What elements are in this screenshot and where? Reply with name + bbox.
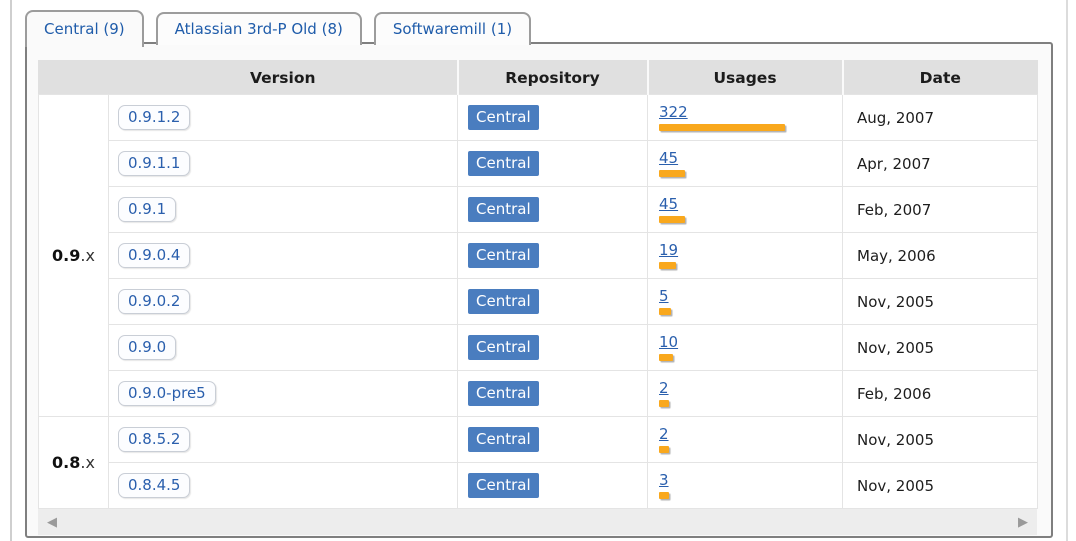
group-label-suffix: .x xyxy=(80,246,95,265)
tab-central[interactable]: Central (9) xyxy=(25,10,144,47)
repository-badge[interactable]: Central xyxy=(468,289,539,314)
usage-bar xyxy=(659,169,685,177)
scroll-right-icon[interactable]: ▶ xyxy=(1018,514,1028,530)
usages-link[interactable]: 5 xyxy=(659,287,669,306)
table-row: 0.9.0 Central 10 Nov, 2005 xyxy=(39,324,1038,371)
column-header-version: Version xyxy=(38,60,458,95)
table-row: 0.9.1 Central 45 Feb, 2007 xyxy=(39,186,1038,233)
repository-badge[interactable]: Central xyxy=(468,151,539,176)
tab-softwaremill[interactable]: Softwaremill (1) xyxy=(373,12,532,45)
usages-link[interactable]: 45 xyxy=(659,195,679,214)
date-cell: Feb, 2007 xyxy=(842,186,1038,233)
date-cell: Nov, 2005 xyxy=(842,416,1038,463)
usage-bar xyxy=(659,399,669,407)
repository-badge[interactable]: Central xyxy=(468,473,539,498)
repository-badge[interactable]: Central xyxy=(468,381,539,406)
table-row: 0.8.x 0.8.5.2 Central 2 Nov, 2005 xyxy=(38,416,1038,509)
tab-panel: Version Repository Usages Date 0.9.x 0.9… xyxy=(25,42,1053,538)
version-button[interactable]: 0.9.1 xyxy=(118,197,177,222)
usage-bar xyxy=(659,491,669,499)
usage-bar xyxy=(659,307,671,315)
header-row: Version Repository Usages Date xyxy=(38,60,1038,95)
repository-badge[interactable]: Central xyxy=(468,427,539,452)
table-row: 0.8.4.5 Central 3 Nov, 2005 xyxy=(39,462,1038,509)
versions-table: Version Repository Usages Date 0.9.x 0.9… xyxy=(38,60,1038,509)
version-button[interactable]: 0.9.1.2 xyxy=(118,105,191,130)
version-button[interactable]: 0.9.0 xyxy=(118,335,177,360)
group-label-0-9-x: 0.9.x xyxy=(38,94,109,417)
version-button[interactable]: 0.9.0.2 xyxy=(118,289,191,314)
usage-bar xyxy=(659,123,785,131)
right-edge-divider xyxy=(1066,0,1068,541)
table-row: 0.9.0.2 Central 5 Nov, 2005 xyxy=(39,278,1038,325)
group-label-major: 0.8 xyxy=(52,453,81,472)
usage-bar xyxy=(659,445,669,453)
usages-link[interactable]: 2 xyxy=(659,379,669,398)
usages-link[interactable]: 2 xyxy=(659,425,669,444)
version-button[interactable]: 0.8.4.5 xyxy=(118,473,191,498)
usage-bar xyxy=(659,215,685,223)
column-header-usages: Usages xyxy=(646,60,843,95)
repository-badge[interactable]: Central xyxy=(468,335,539,360)
usage-bar xyxy=(659,261,676,269)
horizontal-scrollbar[interactable]: ◀ ▶ xyxy=(38,509,1037,535)
repository-tabs: Central (9) Atlassian 3rd-P Old (8) Soft… xyxy=(25,10,532,47)
date-cell: Nov, 2005 xyxy=(842,324,1038,371)
date-cell: Apr, 2007 xyxy=(842,140,1038,187)
version-button[interactable]: 0.9.1.1 xyxy=(118,151,191,176)
table-row: 0.9.x 0.9.1.2 Central 322 Aug, 2007 xyxy=(38,94,1038,417)
group-label-0-8-x: 0.8.x xyxy=(38,416,109,509)
version-button[interactable]: 0.9.0.4 xyxy=(118,243,191,268)
column-header-repository: Repository xyxy=(456,60,648,95)
left-edge-divider xyxy=(10,0,12,541)
date-cell: Nov, 2005 xyxy=(842,462,1038,509)
usages-link[interactable]: 10 xyxy=(659,333,679,352)
group-label-suffix: .x xyxy=(80,453,95,472)
usage-bar xyxy=(659,353,673,361)
table-row: 0.9.1.1 Central 45 Apr, 2007 xyxy=(39,140,1038,187)
repository-badge[interactable]: Central xyxy=(468,105,539,130)
scroll-left-icon[interactable]: ◀ xyxy=(47,514,57,530)
repository-badge[interactable]: Central xyxy=(468,197,539,222)
column-header-date: Date xyxy=(841,60,1038,95)
date-cell: Nov, 2005 xyxy=(842,278,1038,325)
tab-atlassian-3rd-p-old[interactable]: Atlassian 3rd-P Old (8) xyxy=(155,12,362,45)
date-cell: Feb, 2006 xyxy=(842,370,1038,417)
version-button[interactable]: 0.8.5.2 xyxy=(118,427,191,452)
date-cell: Aug, 2007 xyxy=(842,94,1038,141)
date-cell: May, 2006 xyxy=(842,232,1038,279)
usages-link[interactable]: 45 xyxy=(659,149,679,168)
version-button[interactable]: 0.9.0-pre5 xyxy=(118,381,216,406)
usages-link[interactable]: 3 xyxy=(659,471,669,490)
usages-link[interactable]: 19 xyxy=(659,241,679,260)
usages-link[interactable]: 322 xyxy=(659,103,688,122)
group-label-major: 0.9 xyxy=(52,246,81,265)
table-row: 0.9.0.4 Central 19 May, 2006 xyxy=(39,232,1038,279)
repository-badge[interactable]: Central xyxy=(468,243,539,268)
table-row: 0.9.0-pre5 Central 2 Feb, 2006 xyxy=(39,370,1038,417)
